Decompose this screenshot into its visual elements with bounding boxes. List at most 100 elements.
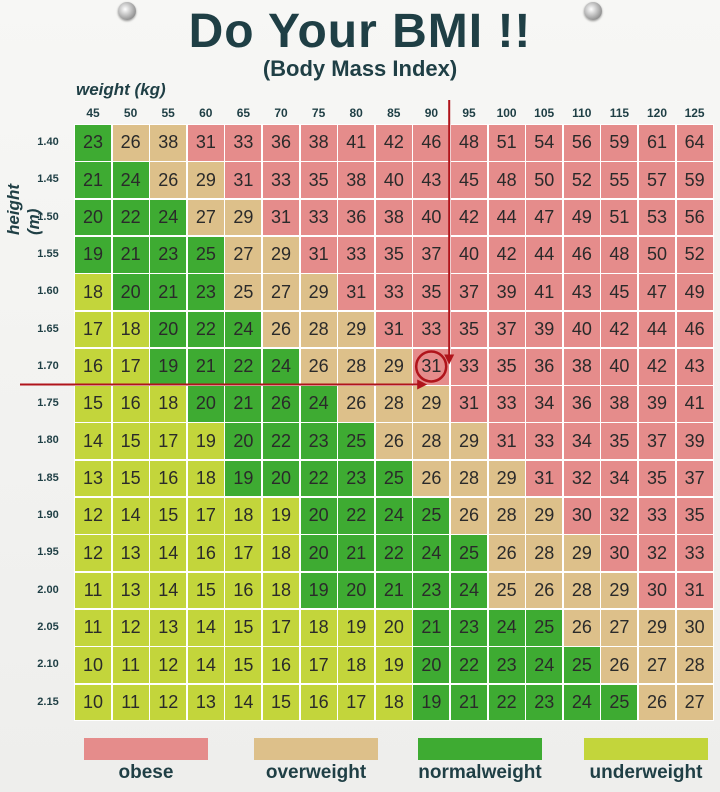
- bmi-cell: 16: [299, 683, 338, 722]
- bmi-cell: 25: [525, 608, 564, 647]
- bmi-cell: 25: [224, 273, 263, 311]
- bmi-cell: 43: [562, 273, 601, 311]
- bmi-cell: 33: [224, 124, 263, 162]
- bmi-cell: 21: [149, 273, 188, 311]
- weight-header-60: 60: [199, 106, 213, 120]
- bmi-cell: 38: [600, 385, 639, 423]
- bmi-cell: 24: [224, 310, 263, 349]
- bmi-cell: 13: [149, 608, 188, 647]
- bmi-cell: 33: [450, 347, 489, 386]
- bmi-cell: 18: [374, 683, 413, 722]
- bmi-cell: 28: [487, 497, 526, 535]
- bmi-cell: 33: [299, 198, 338, 237]
- legend-swatch-normalweight: [418, 738, 542, 760]
- bmi-cell: 23: [450, 608, 489, 647]
- bmi-cell: 15: [74, 385, 113, 423]
- bmi-cell: 27: [262, 273, 301, 311]
- bmi-cell: 26: [412, 459, 451, 498]
- bmi-cell: 20: [299, 534, 338, 573]
- bmi-cell: 50: [638, 235, 677, 274]
- bmi-cell: 39: [675, 422, 714, 461]
- bmi-cell: 23: [186, 273, 225, 311]
- bmi-cell: 26: [337, 385, 376, 423]
- bmi-cell: 38: [299, 124, 338, 162]
- height-header-1.55: 1.55: [37, 247, 59, 260]
- bmi-cell: 14: [149, 534, 188, 573]
- bmi-cell: 39: [487, 273, 526, 311]
- bmi-cell: 37: [412, 235, 451, 274]
- bmi-cell: 14: [111, 497, 150, 535]
- bmi-cell: 49: [675, 273, 714, 311]
- bmi-cell: 18: [299, 608, 338, 647]
- bmi-cell: 14: [74, 422, 113, 461]
- bmi-cell: 20: [224, 422, 263, 461]
- bmi-cell: 33: [412, 310, 451, 349]
- bmi-cell: 20: [299, 497, 338, 535]
- bmi-cell: 11: [111, 646, 150, 684]
- bmi-cell: 40: [600, 347, 639, 386]
- bmi-cell: 50: [525, 161, 564, 200]
- bmi-cell: 24: [412, 534, 451, 573]
- bmi-cell: 26: [262, 310, 301, 349]
- bmi-cell: 26: [299, 347, 338, 386]
- bmi-cell: 35: [412, 273, 451, 311]
- bmi-cell: 31: [262, 198, 301, 237]
- height-header-2.15: 2.15: [37, 695, 59, 708]
- bmi-cell: 41: [675, 385, 714, 423]
- bmi-cell: 15: [262, 683, 301, 722]
- pin-left-icon: [118, 2, 136, 20]
- bmi-cell: 28: [562, 571, 601, 610]
- bmi-cell: 12: [149, 646, 188, 684]
- bmi-cell: 31: [299, 235, 338, 274]
- weight-header-80: 80: [349, 106, 363, 120]
- bmi-cell: 33: [374, 273, 413, 311]
- bmi-cell: 22: [224, 347, 263, 386]
- bmi-cell: 16: [74, 347, 113, 386]
- height-header-1.70: 1.70: [37, 359, 59, 372]
- bmi-cell: 22: [450, 646, 489, 684]
- bmi-cell: 31: [337, 273, 376, 311]
- bmi-cell: 29: [299, 273, 338, 311]
- weight-header-85: 85: [387, 106, 401, 120]
- bmi-cell: 13: [111, 571, 150, 610]
- bmi-cell: 36: [262, 124, 301, 162]
- bmi-cell: 40: [374, 161, 413, 200]
- bmi-cell: 16: [186, 534, 225, 573]
- height-header-1.80: 1.80: [37, 434, 59, 447]
- bmi-cell: 32: [600, 497, 639, 535]
- bmi-cell: 33: [525, 422, 564, 461]
- bmi-cell: 22: [374, 534, 413, 573]
- bmi-cell: 27: [675, 683, 714, 722]
- bmi-cell: 15: [224, 608, 263, 647]
- bmi-cell: 22: [487, 683, 526, 722]
- bmi-cell: 24: [149, 198, 188, 237]
- bmi-cell: 25: [186, 235, 225, 274]
- bmi-cell: 38: [337, 161, 376, 200]
- legend-swatch-overweight: [254, 738, 378, 760]
- weight-header-70: 70: [274, 106, 288, 120]
- bmi-cell: 14: [224, 683, 263, 722]
- bmi-cell: 34: [525, 385, 564, 423]
- height-header-2.05: 2.05: [37, 620, 59, 633]
- height-header-1.75: 1.75: [37, 397, 59, 410]
- bmi-cell: 46: [675, 310, 714, 349]
- bmi-cell: 19: [149, 347, 188, 386]
- bmi-cell: 42: [450, 198, 489, 237]
- bmi-cell: 20: [337, 571, 376, 610]
- bmi-cell: 21: [374, 571, 413, 610]
- pin-right-icon: [584, 2, 602, 20]
- bmi-cell: 54: [525, 124, 564, 162]
- bmi-cell: 19: [412, 683, 451, 722]
- bmi-cell: 28: [412, 422, 451, 461]
- bmi-cell: 35: [675, 497, 714, 535]
- bmi-cell: 23: [149, 235, 188, 274]
- bmi-cell: 24: [262, 347, 301, 386]
- bmi-cell: 48: [450, 124, 489, 162]
- bmi-cell: 12: [149, 683, 188, 722]
- bmi-cell: 27: [600, 608, 639, 647]
- bmi-cell: 16: [262, 646, 301, 684]
- bmi-cell: 26: [149, 161, 188, 200]
- bmi-cell: 33: [262, 161, 301, 200]
- bmi-cell: 26: [562, 608, 601, 647]
